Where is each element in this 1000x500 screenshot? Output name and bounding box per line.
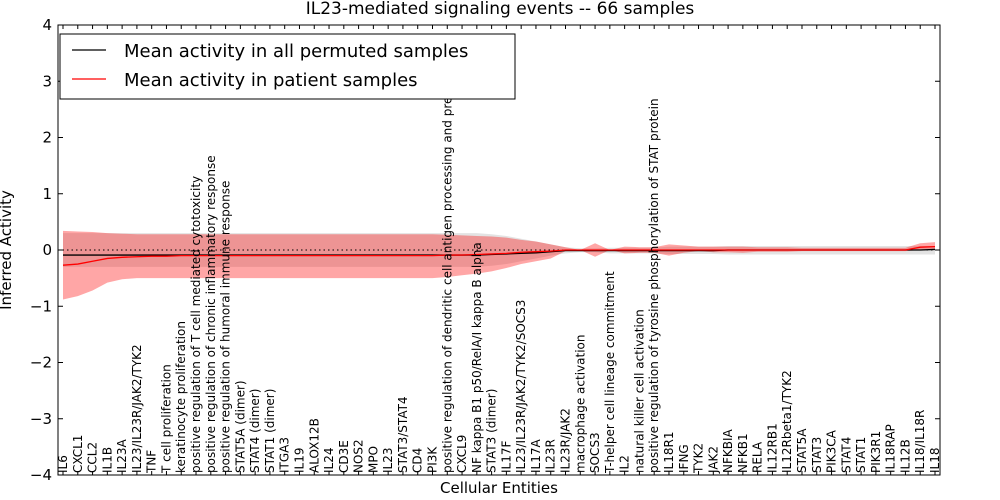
x-tick-label: IL12RB1 bbox=[765, 423, 779, 473]
x-tick-label: IL23/IL23R/JAK2/TYK2/SOCS3 bbox=[514, 300, 528, 473]
x-tick-label: CXCL1 bbox=[71, 435, 85, 473]
x-tick-label: IL12Rbeta1/TYK2 bbox=[780, 370, 794, 473]
series-lines bbox=[62, 245, 936, 266]
patient-range-band bbox=[63, 230, 935, 300]
x-tick-label: MPO bbox=[366, 446, 380, 473]
x-tick-label: PI3K bbox=[425, 446, 439, 473]
x-tick-label: keratinocyte proliferation bbox=[174, 321, 188, 473]
x-tick-label: T cell proliferation bbox=[159, 364, 173, 474]
x-tick-label: STAT4 (dimer) bbox=[248, 389, 262, 473]
y-tick-label: −1 bbox=[30, 297, 52, 315]
x-tick-label: IL18/IL18R bbox=[913, 410, 927, 473]
chart-title: IL23-mediated signaling events -- 66 sam… bbox=[306, 0, 695, 19]
y-tick-label: 1 bbox=[42, 185, 52, 203]
x-tick-label: natural killer cell activation bbox=[632, 309, 646, 473]
x-tick-label: JAK2 bbox=[706, 446, 720, 474]
x-tick-label: PIK3CA bbox=[825, 429, 839, 473]
x-tick-labels: IL6 CXCL1 CCL2 IL1B IL23A IL23/IL23R/JAK2/TYK… bbox=[56, 40, 942, 474]
x-tick-label: IL17F bbox=[499, 441, 513, 473]
x-tick-label: IL18R1 bbox=[662, 432, 676, 473]
x-tick-label: CCL2 bbox=[86, 442, 100, 473]
x-tick-label: NFKB1 bbox=[736, 433, 750, 473]
x-tick-label: positive regulation of dendritic cell an… bbox=[440, 40, 454, 473]
y-axis: 4 3 2 1 0 −1 −2 −3 −4 bbox=[30, 16, 940, 484]
x-tick-label: STAT1 bbox=[854, 437, 868, 473]
x-tick-label: TYK2 bbox=[692, 443, 706, 474]
x-tick-label: positive regulation of tyrosine phosphor… bbox=[647, 98, 661, 473]
y-tick-label: 4 bbox=[42, 16, 52, 34]
x-tick-label: IL23 bbox=[381, 448, 395, 474]
x-tick-label: IL18 bbox=[928, 448, 942, 474]
x-tick-label: NOS2 bbox=[352, 439, 366, 473]
x-tick-label: STAT3 bbox=[810, 437, 824, 473]
x-tick-label: IL23R/JAK2 bbox=[559, 408, 573, 473]
x-tick-label: STAT5A bbox=[795, 428, 809, 473]
x-tick-label: positive regulation of chronic inflammat… bbox=[204, 155, 218, 473]
x-tick-label: SOCS3 bbox=[588, 432, 602, 473]
x-tick-label: macrophage activation bbox=[573, 335, 587, 473]
patient-mean-line bbox=[62, 245, 936, 266]
y-tick-label: −3 bbox=[30, 410, 52, 428]
x-tick-label: CD4 bbox=[411, 448, 425, 473]
x-tick-label: RELA bbox=[751, 441, 765, 473]
x-tick-label: STAT1 (dimer) bbox=[263, 389, 277, 473]
x-tick-label: positive regulation of T cell mediated c… bbox=[189, 176, 203, 473]
x-tick-label: IL23/IL23R/JAK2/TYK2 bbox=[130, 344, 144, 473]
x-axis-label: Cellular Entities bbox=[440, 479, 558, 497]
x-tick-label: IL18RAP bbox=[884, 424, 898, 473]
x-tick-label: positive regulation of humoral immune re… bbox=[219, 181, 233, 473]
x-tick-label: ITGA3 bbox=[278, 437, 292, 473]
x-tick-label: CXCL9 bbox=[455, 435, 469, 473]
x-tick-label: ALOX12B bbox=[307, 418, 321, 473]
x-axis-ticks bbox=[62, 25, 936, 475]
x-tick-label: T-helper cell lineage commitment bbox=[603, 271, 617, 474]
x-tick-label: STAT5A (dimer) bbox=[233, 380, 247, 473]
x-tick-label: IL24 bbox=[322, 448, 336, 474]
x-tick-label: STAT3 (dimer) bbox=[485, 389, 499, 473]
y-tick-label: −4 bbox=[30, 466, 52, 484]
x-tick-label: NF kappa B1 p50/RelA/I kappa B alpha bbox=[470, 242, 484, 473]
x-tick-label: IL12B bbox=[898, 439, 912, 473]
x-tick-label: STAT4 bbox=[839, 437, 853, 473]
x-tick-label: TNF bbox=[145, 450, 159, 474]
x-tick-label: IL19 bbox=[292, 448, 306, 474]
y-tick-label: 2 bbox=[42, 129, 52, 147]
x-tick-label: IL6 bbox=[56, 455, 70, 473]
x-tick-label: IL1B bbox=[100, 447, 114, 473]
y-tick-label: −2 bbox=[30, 354, 52, 372]
x-tick-label: IL17A bbox=[529, 439, 543, 473]
x-tick-label: IFNG bbox=[677, 444, 691, 473]
x-tick-label: IL23R bbox=[544, 439, 558, 473]
x-tick-label: IL23A bbox=[115, 439, 129, 473]
x-tick-label: CD3E bbox=[337, 440, 351, 473]
legend-label-permuted: Mean activity in all permuted samples bbox=[124, 41, 468, 62]
legend: Mean activity in all permuted samples Me… bbox=[59, 33, 516, 100]
legend-label-patient: Mean activity in patient samples bbox=[124, 70, 418, 91]
x-tick-label: NFKBIA bbox=[721, 428, 735, 473]
x-tick-label: STAT3/STAT4 bbox=[396, 396, 410, 473]
legend-box bbox=[59, 33, 516, 100]
x-tick-label: PIK3R1 bbox=[869, 431, 883, 473]
y-tick-label: 0 bbox=[42, 241, 52, 259]
x-tick-label: IL2 bbox=[618, 455, 632, 473]
y-tick-label: 3 bbox=[42, 72, 52, 90]
y-axis-label: Inferred Activity bbox=[0, 190, 15, 310]
